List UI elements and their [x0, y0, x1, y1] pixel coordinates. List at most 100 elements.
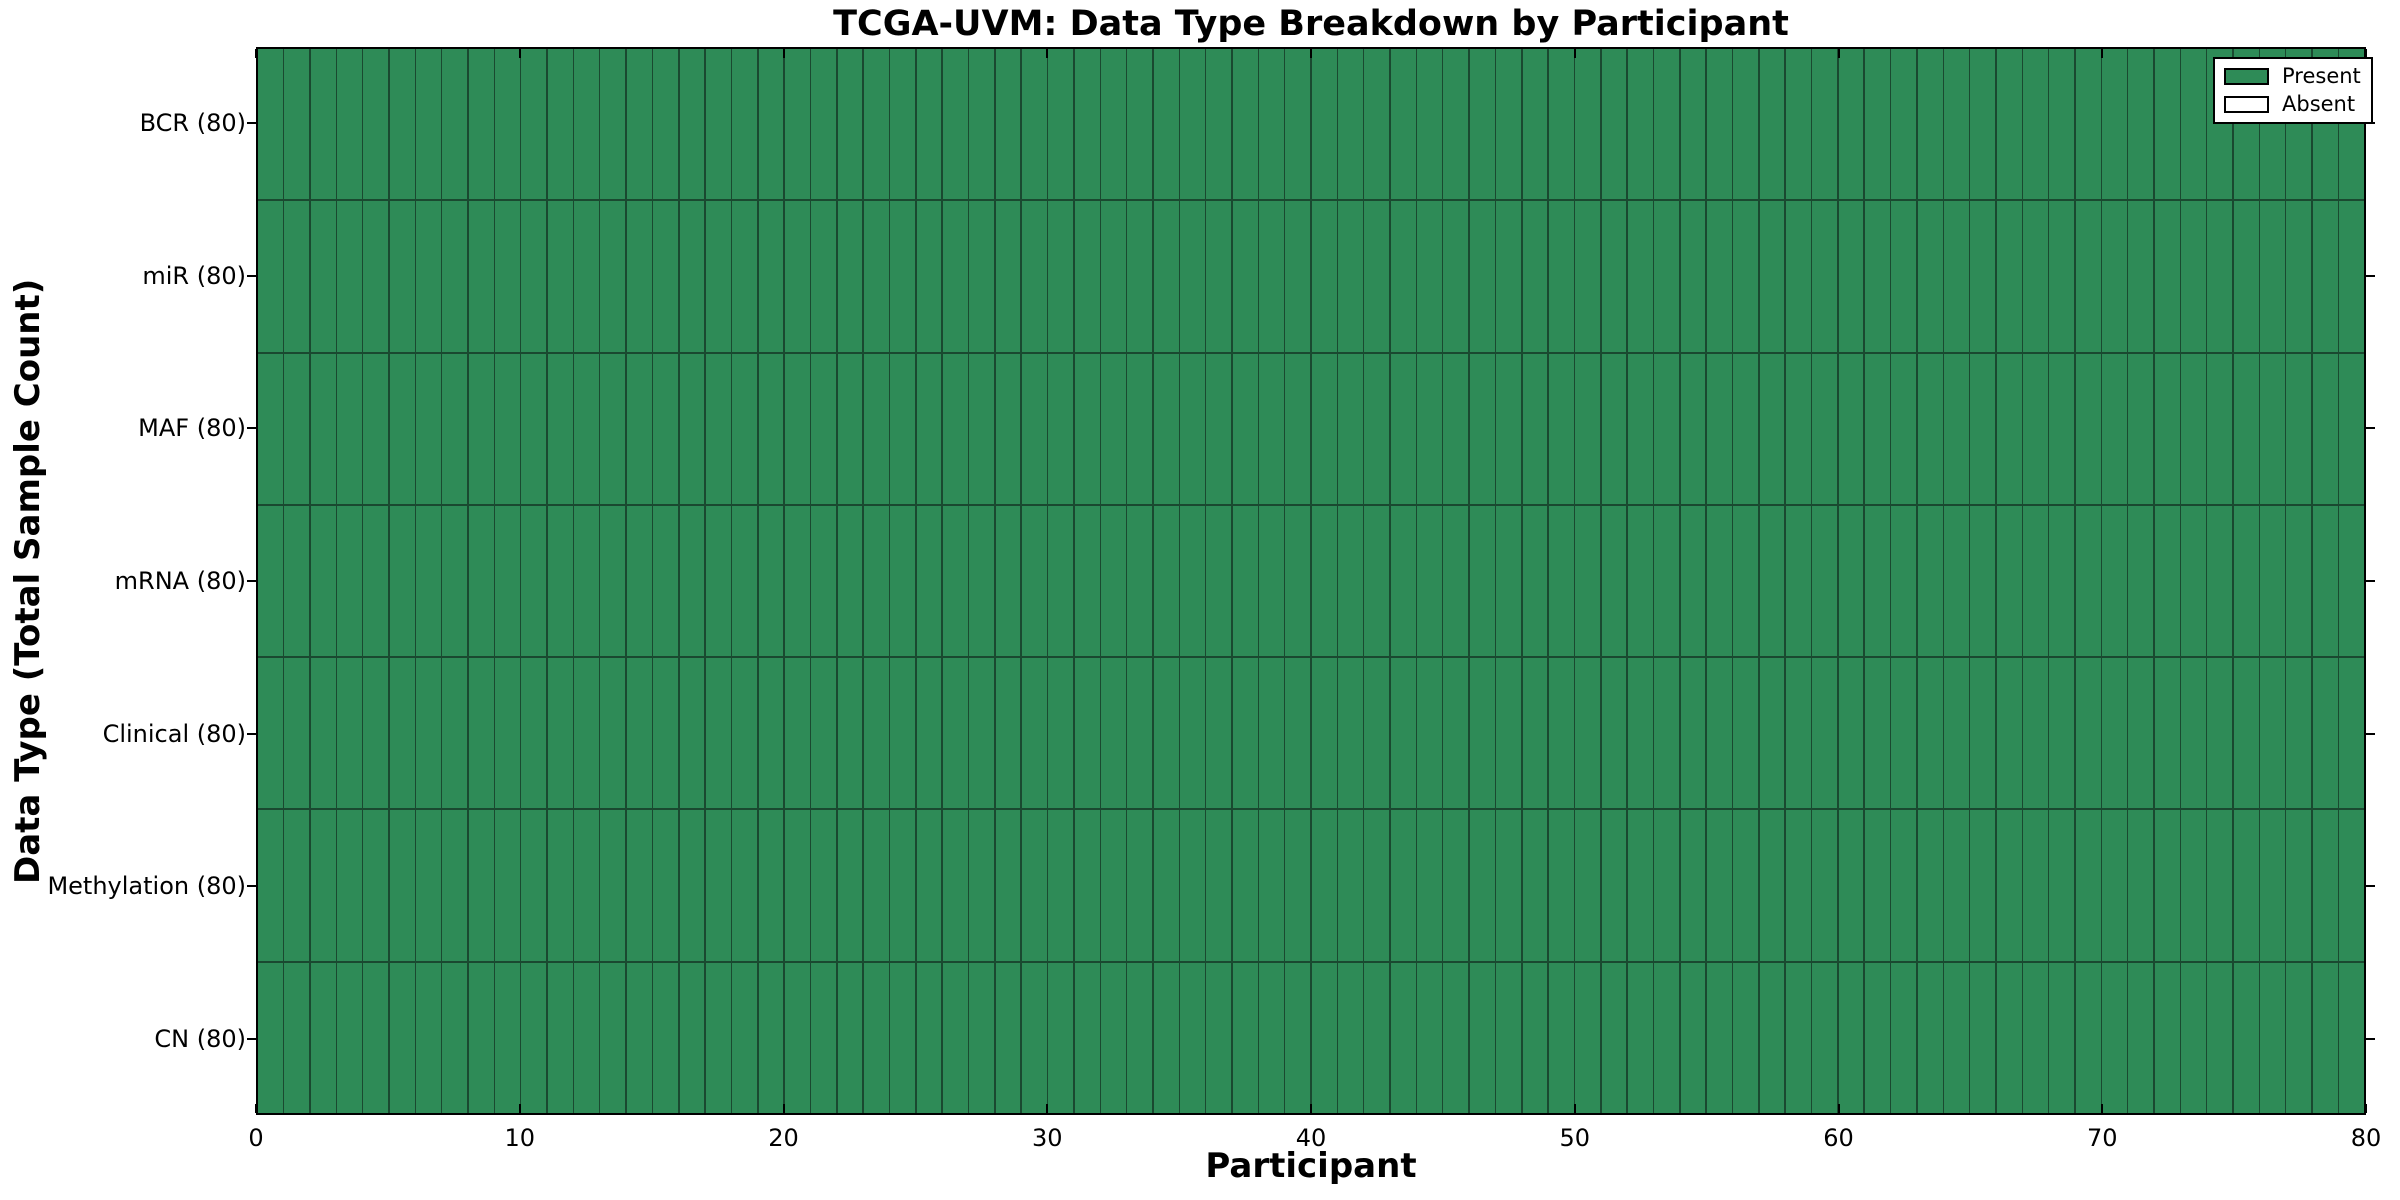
heatmap-cell	[1864, 353, 1890, 504]
x-tick-mark	[1310, 49, 1312, 58]
heatmap-cell	[837, 962, 863, 1113]
heatmap-cell	[2286, 353, 2312, 504]
heatmap-cell	[600, 353, 626, 504]
heatmap-cell	[2075, 962, 2101, 1113]
heatmap-cell	[863, 49, 889, 200]
heatmap-cell	[837, 353, 863, 504]
y-tick-mark	[247, 1037, 256, 1040]
heatmap-cell	[1417, 810, 1442, 961]
heatmap-cell	[1575, 658, 1601, 809]
heatmap-cell	[1153, 962, 1179, 1113]
heatmap-cell	[1944, 201, 1969, 352]
heatmap-cell	[310, 49, 336, 200]
heatmap-cell	[2312, 658, 2338, 809]
heatmap-cell	[969, 658, 995, 809]
heatmap-cell	[1021, 201, 1047, 352]
heatmap-cell	[1812, 49, 1838, 200]
heatmap-cell	[1996, 49, 2022, 200]
heatmap-cell	[1285, 49, 1311, 200]
heatmap-cell	[2128, 505, 2154, 657]
heatmap-cell	[1812, 201, 1838, 352]
heatmap-cell	[1101, 658, 1126, 809]
heatmap-cell	[1364, 353, 1390, 504]
heatmap-cell	[2049, 353, 2075, 504]
heatmap-cell	[495, 505, 520, 657]
heatmap-cell	[1970, 658, 1996, 809]
heatmap-cell	[653, 49, 678, 200]
heatmap-cell	[442, 962, 468, 1113]
heatmap-cell	[890, 658, 916, 809]
heatmap-cell	[1522, 658, 1548, 809]
heatmap-cell	[1417, 658, 1442, 809]
heatmap-cell	[468, 49, 494, 200]
heatmap-cell	[969, 810, 995, 961]
heatmap-cell	[547, 201, 573, 352]
heatmap-cell	[995, 201, 1021, 352]
heatmap-cell	[337, 810, 362, 961]
heatmap-cell	[758, 353, 784, 504]
heatmap-cell	[2049, 658, 2075, 809]
heatmap-cell	[653, 810, 678, 961]
x-tick-mark	[2101, 49, 2104, 58]
heatmap-cell	[1548, 201, 1574, 352]
heatmap-cell	[995, 810, 1021, 961]
heatmap-cell	[916, 201, 942, 352]
heatmap-cell	[969, 505, 995, 657]
heatmap-cell	[1127, 505, 1153, 657]
legend-swatch-present	[2224, 68, 2269, 85]
heatmap-cell	[2128, 658, 2154, 809]
heatmap-cell	[1654, 49, 1680, 200]
heatmap-cell	[1390, 49, 1416, 200]
heatmap-cell	[574, 962, 599, 1113]
heatmap-cell	[2181, 658, 2206, 809]
heatmap-cell	[890, 49, 916, 200]
heatmap-cell	[863, 353, 889, 504]
x-tick-label: 0	[248, 1124, 264, 1152]
heatmap-cell	[1601, 962, 1627, 1113]
heatmap-cell	[2102, 505, 2127, 657]
heatmap-cell	[1206, 810, 1232, 961]
heatmap-cell	[1944, 353, 1969, 504]
x-tick-mark	[1046, 1104, 1049, 1113]
heatmap-cell	[2049, 810, 2075, 961]
heatmap-cell	[2207, 505, 2233, 657]
heatmap-cell	[258, 353, 283, 504]
heatmap-cell	[1785, 962, 1811, 1113]
heatmap-cell	[1891, 49, 1917, 200]
heatmap-cell	[2260, 505, 2285, 657]
heatmap-cell	[1048, 810, 1074, 961]
heatmap-cell	[626, 505, 652, 657]
heatmap-cell	[1311, 353, 1337, 504]
x-tick-mark	[782, 1104, 785, 1113]
heatmap-cell	[1996, 658, 2022, 809]
heatmap-cell	[1917, 962, 1943, 1113]
heatmap-cell	[784, 505, 810, 657]
heatmap-cell	[1311, 658, 1337, 809]
heatmap-cell	[1864, 505, 1890, 657]
heatmap-cell	[1469, 658, 1495, 809]
y-tick-mark	[2366, 885, 2375, 888]
heatmap-cell	[942, 810, 968, 961]
heatmap-cell	[1917, 658, 1943, 809]
y-tick-mark	[247, 580, 256, 582]
heatmap-cell	[1259, 49, 1284, 200]
heatmap-cell	[1785, 201, 1811, 352]
y-tick-mark	[2366, 1037, 2375, 1040]
heatmap-cell	[442, 201, 468, 352]
heatmap-cell	[1996, 505, 2022, 657]
heatmap-cell	[705, 810, 731, 961]
heatmap-cell	[1548, 505, 1574, 657]
heatmap-cell	[574, 353, 599, 504]
x-axis-label: Participant	[1205, 1146, 1417, 1186]
heatmap-cell	[890, 810, 916, 961]
heatmap-cell	[1759, 505, 1785, 657]
heatmap-cell	[1864, 962, 1890, 1113]
heatmap-cell	[679, 505, 705, 657]
heatmap-cell	[1048, 962, 1074, 1113]
heatmap-cell	[1785, 810, 1811, 961]
heatmap-cell	[1812, 962, 1838, 1113]
heatmap-cell	[2286, 201, 2312, 352]
heatmap-cell	[1338, 505, 1363, 657]
heatmap-cell	[969, 962, 995, 1113]
heatmap-cell	[1944, 810, 1969, 961]
